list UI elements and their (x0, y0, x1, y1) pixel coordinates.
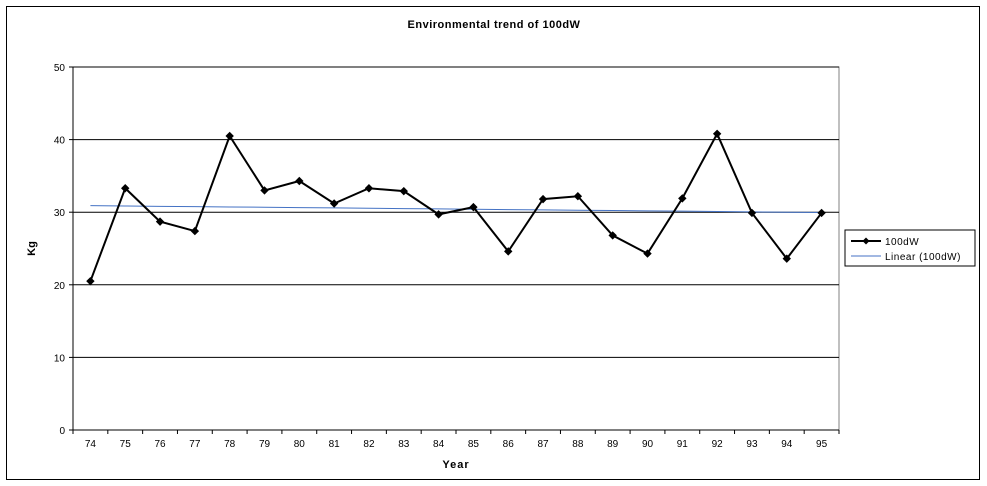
data-point (190, 226, 200, 236)
x-tick-label: 85 (468, 439, 480, 450)
data-point (747, 208, 757, 218)
y-axis: 0 10 20 30 40 50 (54, 63, 74, 437)
gridlines (73, 66, 839, 358)
data-point (504, 247, 513, 256)
x-tick-label: 78 (224, 439, 236, 450)
data-point (678, 194, 687, 203)
trendline-linear-100dw (90, 205, 822, 213)
x-tick-label: 95 (816, 439, 828, 450)
x-tick-label: 74 (85, 439, 97, 450)
x-tick-label: 93 (746, 439, 758, 450)
data-point (573, 192, 583, 201)
data-point (329, 199, 339, 208)
x-tick-label: 82 (363, 439, 375, 450)
data-point (712, 129, 722, 138)
x-tick-label: 83 (398, 439, 410, 450)
data-point (469, 202, 478, 212)
x-tick-label: 89 (607, 439, 619, 450)
data-point (155, 217, 165, 226)
x-tick-label: 88 (572, 439, 584, 450)
y-tick-label: 50 (54, 63, 66, 74)
y-tick-label: 40 (54, 136, 66, 147)
data-point (86, 276, 95, 286)
data-point (608, 231, 617, 240)
legend: 100dW Linear (100dW) (844, 229, 976, 267)
y-tick-label: 30 (54, 208, 66, 219)
line-chart: Environmental trend of 100dW 0 10 20 30 40 50… (26, 19, 976, 471)
y-tick-label: 0 (59, 426, 65, 437)
x-tick-label: 86 (503, 439, 515, 450)
x-axis: 74 75 76 77 78 79 80 81 82 83 84 85 86 87 88 89 90 91 92 93… (72, 429, 840, 450)
data-point (643, 249, 652, 258)
chart-area: Environmental trend of 100dW 0 10 20 30 40 50… (6, 6, 980, 480)
legend-marker (862, 237, 870, 245)
x-tick-label: 76 (154, 439, 166, 450)
x-tick-label: 81 (329, 439, 341, 450)
y-axis-label: Kg (26, 241, 38, 256)
y-tick-label: 10 (54, 353, 66, 364)
data-point (538, 194, 548, 204)
data-point (399, 186, 408, 196)
x-tick-label: 77 (189, 439, 201, 450)
x-tick-label: 92 (712, 439, 724, 450)
series-line-100dw (89, 131, 823, 282)
x-tick-label: 87 (537, 439, 549, 450)
x-tick-label: 75 (120, 439, 132, 450)
plot-area (72, 66, 840, 431)
data-point (364, 184, 374, 193)
y-tick-label: 20 (54, 281, 66, 292)
data-point (434, 210, 443, 219)
data-point (121, 184, 130, 193)
x-tick-label: 80 (294, 439, 306, 450)
data-point (817, 208, 826, 218)
x-axis-label: Year (442, 459, 469, 471)
series-layer (86, 129, 826, 286)
legend-box (844, 229, 976, 267)
legend-label: 100dW (885, 237, 919, 248)
x-tick-label: 91 (677, 439, 689, 450)
x-tick-label: 90 (642, 439, 654, 450)
x-tick-label: 79 (259, 439, 271, 450)
legend-label: Linear (100dW) (885, 252, 961, 263)
data-point (782, 254, 791, 263)
chart-title: Environmental trend of 100dW (408, 19, 581, 31)
x-tick-label: 84 (433, 439, 445, 450)
x-tick-label: 94 (781, 439, 793, 450)
data-point (295, 176, 304, 186)
data-point (260, 186, 269, 195)
data-point (225, 131, 234, 141)
